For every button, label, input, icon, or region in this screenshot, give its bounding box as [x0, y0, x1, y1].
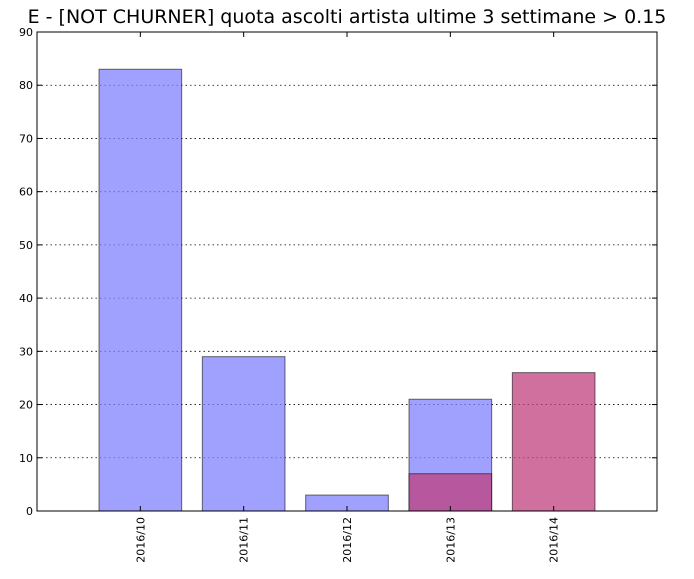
x-tick-label: 2016/10 [134, 517, 147, 563]
bar-series2-2016-14 [511, 372, 596, 512]
y-tick-label: 50 [19, 239, 33, 252]
y-tick-label: 40 [19, 292, 33, 305]
x-tick-label: 2016/11 [238, 517, 251, 563]
y-tick-label: 70 [19, 132, 33, 145]
y-tick-label: 90 [19, 26, 33, 39]
bars [98, 68, 596, 512]
y-tick-label: 80 [19, 79, 33, 92]
y-tick-label: 20 [19, 399, 33, 412]
bar-series1-2016-11 [201, 356, 286, 512]
axes: 0 10 20 30 40 50 60 70 80 90 2016/10 2016/11 2016/12… [19, 26, 658, 563]
x-tick-label: 2016/14 [548, 517, 561, 563]
x-tick-label: 2016/12 [341, 517, 354, 563]
y-tick-label: 0 [26, 505, 33, 518]
y-tick-label: 30 [19, 345, 33, 358]
x-tick-label: 2016/13 [444, 517, 457, 563]
bar-series1-2016-10 [98, 68, 183, 512]
y-tick-label: 10 [19, 452, 33, 465]
y-tick-label: 60 [19, 186, 33, 199]
bar-series2-2016-13 [408, 473, 493, 512]
chart-title: E - [NOT CHURNER] quota ascolti artista … [28, 6, 667, 28]
